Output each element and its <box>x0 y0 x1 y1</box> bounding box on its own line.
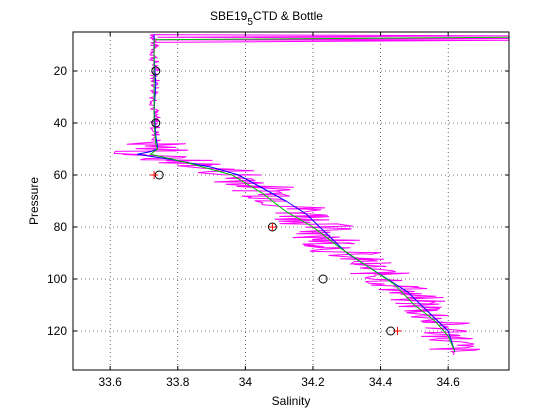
bottle-plus-marker <box>268 223 277 231</box>
bottle-circle-marker <box>151 66 161 76</box>
bottle-circle-marker <box>318 274 328 284</box>
chart-title-subscript: 5 <box>247 17 253 28</box>
x-tick-label: 34.4 <box>369 375 393 389</box>
y-tick-label: 60 <box>54 168 68 182</box>
x-axis-ticks: 33.6 33.8 34 34.2 34.4 34.6 <box>98 32 460 389</box>
y-axis-label: Pressure <box>27 177 41 225</box>
grid <box>73 32 509 370</box>
y-tick-label: 40 <box>54 116 68 130</box>
plot-frame <box>72 31 510 371</box>
chart-title-suffix: CTD & Bottle <box>253 9 323 23</box>
y-tick-label: 100 <box>47 272 67 286</box>
bottle-circle-marker <box>151 118 161 128</box>
x-tick-label: 34 <box>239 375 253 389</box>
y-tick-label: 20 <box>54 64 68 78</box>
y-axis-ticks: 20 40 60 80 100 120 <box>47 64 509 338</box>
plot-area <box>72 31 510 371</box>
x-tick-label: 34.2 <box>301 375 325 389</box>
bottle-plus-marker <box>150 171 159 179</box>
bottle-plus-marker <box>393 327 402 335</box>
chart-title-main: SBE19 <box>210 9 248 23</box>
y-tick-label: 80 <box>54 220 68 234</box>
plot-background <box>73 32 509 370</box>
x-tick-label: 33.8 <box>166 375 190 389</box>
chart-title: SBE195CTD & Bottle <box>210 9 323 28</box>
y-tick-label: 120 <box>47 324 67 338</box>
ctd-green-profile <box>149 36 509 352</box>
series-layer <box>113 34 509 356</box>
bottle-markers <box>150 66 402 336</box>
ctd-blue-profile <box>137 34 456 352</box>
x-tick-label: 33.6 <box>98 375 122 389</box>
x-tick-label: 34.6 <box>436 375 460 389</box>
x-axis-label: Salinity <box>272 394 311 408</box>
